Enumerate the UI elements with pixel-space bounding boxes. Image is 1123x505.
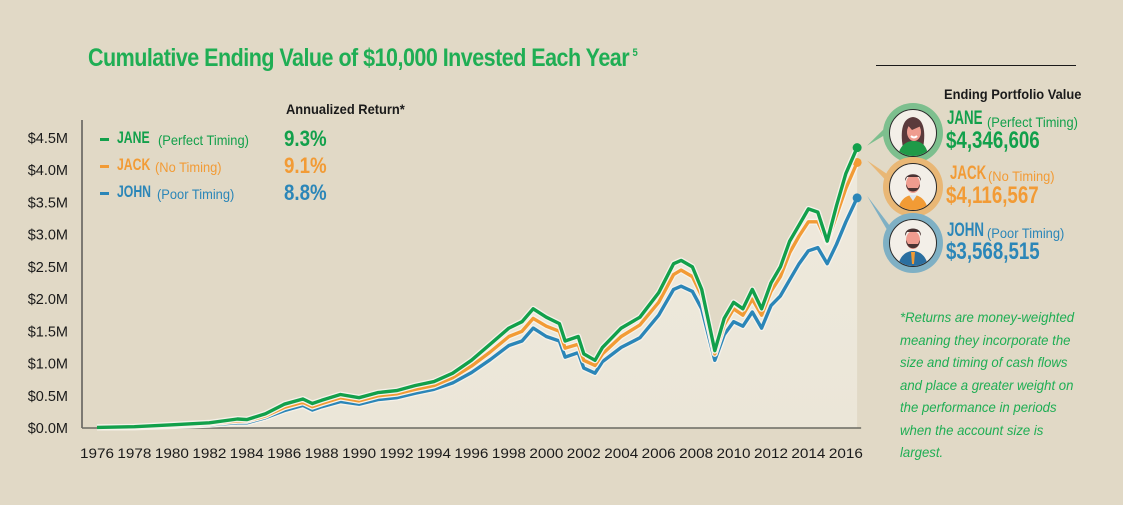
x-tick-label: 1982: [192, 445, 226, 461]
x-tick-label: 2006: [642, 445, 676, 461]
person-name-john: JOHN: [947, 220, 984, 241]
y-tick-label: $4.0M: [28, 163, 68, 179]
footnote: *Returns are money-weighted meaning they…: [900, 309, 1075, 460]
x-tick-label: 2016: [829, 445, 863, 461]
legend-desc-john: (Poor Timing): [157, 186, 235, 202]
y-tick-label: $0.0M: [28, 421, 68, 437]
x-tick-label: 1994: [417, 445, 451, 461]
x-tick-label: 1988: [305, 445, 339, 461]
tick-labels: $0.0M $0.5M $1.0M $1.5M $2.0M $2.5M $3.0M $3.5M…: [28, 131, 863, 461]
x-tick-label: 2008: [679, 445, 713, 461]
end-point-john: [852, 193, 862, 203]
chart-title-text: Cumulative Ending Value of $10,000 Inves…: [88, 44, 630, 72]
x-tick-label: 1998: [492, 445, 526, 461]
y-tick-label: $2.0M: [28, 292, 68, 308]
callout-pointer: [867, 160, 893, 188]
businessman-avatar-icon: [889, 219, 937, 267]
person-desc-john: (Poor Timing): [987, 225, 1065, 241]
legend-desc-jane: (Perfect Timing): [158, 132, 249, 148]
title-footnote-ref: 5: [632, 47, 638, 59]
end-point-jane: [852, 143, 862, 153]
x-tick-label: 1986: [267, 445, 301, 461]
x-tick-label: 2012: [754, 445, 788, 461]
x-tick-label: 1984: [230, 445, 264, 461]
x-tick-label: 1976: [80, 445, 114, 461]
x-tick-label: 2010: [717, 445, 751, 461]
legend-swatch-jane: [100, 138, 109, 141]
callout-pointers: [867, 120, 893, 240]
callout-pointer: [867, 195, 893, 240]
legend-return-john: 8.8%: [284, 180, 327, 205]
annualized-return-header: Annualized Return*: [286, 101, 405, 117]
y-tick-label: $1.0M: [28, 357, 68, 373]
y-tick-label: $4.5M: [28, 131, 68, 147]
divider-rule: [876, 65, 1076, 66]
series-line-jane: [96, 147, 859, 430]
axes: [81, 120, 862, 429]
person-name-jack: JACK: [950, 163, 987, 184]
legend-name-jane: JANE: [117, 128, 150, 147]
x-tick-label: 1992: [380, 445, 414, 461]
x-tick-label: 1990: [342, 445, 376, 461]
legend-swatch-jack: [100, 165, 109, 168]
x-tick-label: 2004: [604, 445, 638, 461]
y-tick-label: $3.5M: [28, 195, 68, 211]
legend-return-jane: 9.3%: [284, 126, 327, 151]
person-value-john: $3,568,515: [946, 238, 1040, 265]
area-fill-layer: [82, 147, 858, 428]
woman-avatar-icon: [889, 109, 937, 157]
person-value-jane: $4,346,606: [946, 127, 1040, 154]
callout-pointer: [867, 120, 893, 146]
x-tick-label: 2002: [567, 445, 601, 461]
person-value-jack: $4,116,567: [946, 182, 1039, 209]
x-tick-label: 2014: [791, 445, 825, 461]
y-tick-label: $2.5M: [28, 260, 68, 276]
x-tick-label: 1996: [454, 445, 488, 461]
legend-name-jack: JACK: [117, 155, 151, 174]
y-tick-label: $3.0M: [28, 228, 68, 244]
legend-name-john: JOHN: [117, 182, 152, 201]
y-tick-label: $1.5M: [28, 324, 68, 340]
x-tick-label: 1980: [155, 445, 189, 461]
legend-desc-jack: (No Timing): [155, 159, 222, 175]
y-tick-label: $0.5M: [28, 389, 68, 405]
person-name-jane: JANE: [947, 108, 983, 129]
series-lines: [96, 143, 862, 431]
legend-swatch-john: [100, 192, 109, 195]
area-fill: [82, 147, 858, 428]
person-desc-jane: (Perfect Timing): [987, 114, 1078, 130]
person-desc-jack: (No Timing): [988, 168, 1055, 184]
chart-title: Cumulative Ending Value of $10,000 Inves…: [88, 44, 638, 73]
x-tick-label: 1978: [117, 445, 151, 461]
legend-return-jack: 9.1%: [284, 153, 327, 178]
bearded-man-avatar-icon: [889, 163, 937, 211]
x-tick-label: 2000: [529, 445, 563, 461]
ending-portfolio-header: Ending Portfolio Value: [944, 86, 1082, 102]
